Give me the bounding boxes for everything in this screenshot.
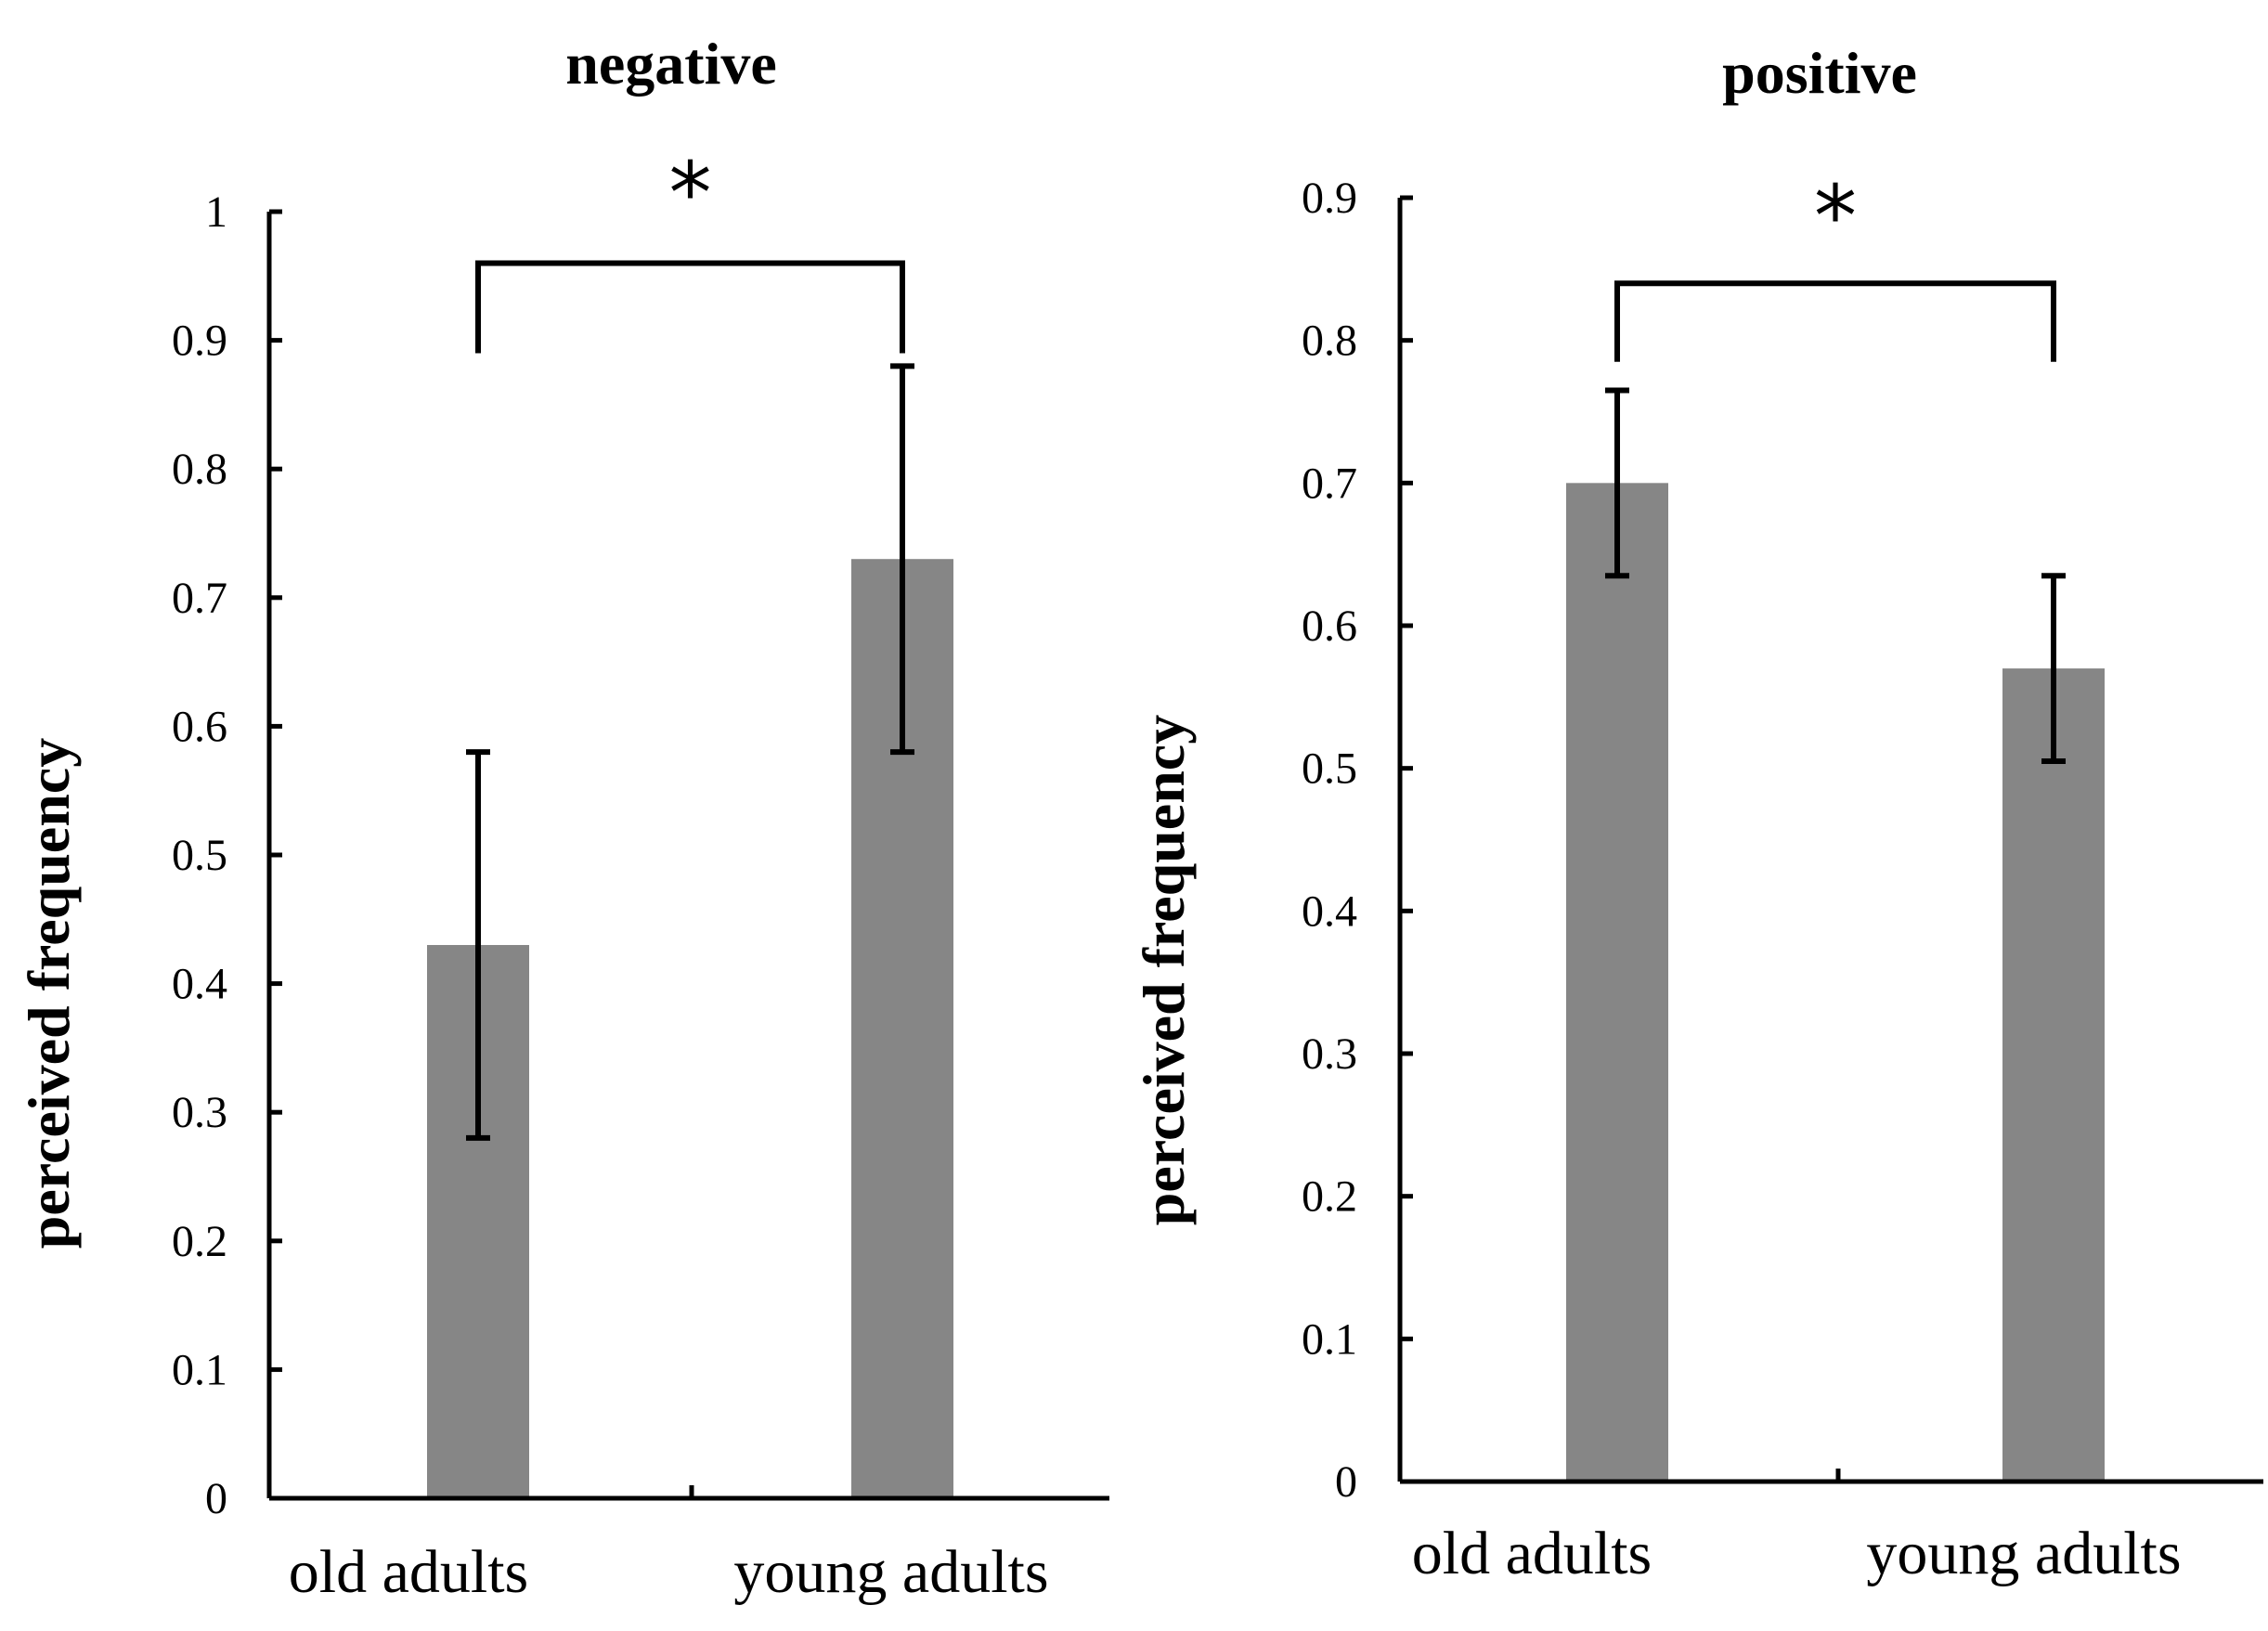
y-tick-label: 0.2 — [172, 1217, 227, 1266]
y-tick-label: 0.8 — [172, 445, 227, 494]
y-tick-label: 0.9 — [172, 317, 227, 366]
y-tick-label: 0.9 — [1302, 174, 1357, 223]
y-tick-label: 0.1 — [172, 1345, 227, 1394]
chart-title: positive — [1722, 40, 1917, 106]
chart-title: negative — [565, 31, 777, 97]
significance-star: * — [669, 144, 712, 243]
y-tick-label: 0.6 — [172, 702, 227, 751]
bar-old-adults — [1566, 483, 1668, 1482]
y-tick-label: 0.7 — [1302, 459, 1357, 508]
chart-marks: 0 0.1 0.2 0.3 0.4 0.5 0.6 0.7 0.8 0.9 old adults yo… — [1302, 167, 2263, 1587]
chart-marks: 0 0.1 0.2 0.3 0.4 0.5 0.6 0.7 0.8 0.9 1 old adults y… — [172, 144, 1109, 1606]
y-axis-label: perceived frequency — [1131, 715, 1197, 1225]
error-bar — [2041, 573, 2066, 764]
y-tick-label: 0.3 — [172, 1088, 227, 1137]
y-axis-label: perceived frequency — [16, 738, 82, 1249]
x-tick-label: old adults — [1412, 1520, 1652, 1587]
y-tick-label: 0.2 — [1302, 1172, 1357, 1222]
chart-positive: positive perceived frequency 00.10.20.30… — [1131, 40, 2263, 1587]
x-tick-label: old adults — [289, 1538, 529, 1606]
x-tick-label: young adults — [733, 1538, 1048, 1606]
y-tick-label: 0.5 — [172, 831, 227, 880]
y-tick-label: 0.4 — [1302, 887, 1357, 936]
y-tick-label: 0.7 — [172, 574, 227, 623]
y-tick-label: 0.4 — [172, 960, 227, 1009]
significance-bracket — [475, 260, 905, 354]
error-bar — [466, 749, 490, 1141]
y-tick-label: 1 — [205, 188, 227, 237]
chart-negative: negative perceived frequency 00.10.20.30… — [16, 31, 1109, 1606]
y-tick-label: 0.1 — [1302, 1314, 1357, 1364]
x-tick-label: young adults — [1866, 1520, 2181, 1587]
y-tick-label: 0.3 — [1302, 1029, 1357, 1079]
error-bar — [1605, 387, 1629, 579]
bar-young-adults — [2002, 668, 2105, 1482]
significance-star: * — [1814, 167, 1857, 266]
y-tick-label: 0.6 — [1302, 602, 1357, 651]
y-tick-label: 0 — [1335, 1457, 1357, 1507]
y-tick-label: 0.8 — [1302, 317, 1357, 366]
y-tick-label: 0 — [205, 1474, 227, 1523]
error-bar — [890, 363, 914, 756]
significance-bracket — [1614, 280, 2056, 362]
y-tick-label: 0.5 — [1302, 744, 1357, 794]
